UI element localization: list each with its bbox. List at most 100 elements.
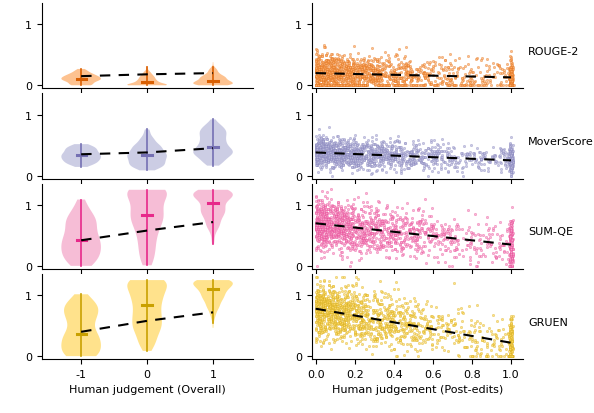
Point	[325, 309, 334, 316]
Point	[393, 81, 403, 87]
Point	[505, 353, 514, 360]
Point	[369, 164, 378, 170]
Point	[339, 305, 349, 312]
Point	[448, 156, 458, 163]
Point	[338, 323, 347, 329]
Point	[333, 199, 342, 206]
Point	[312, 83, 322, 89]
Point	[388, 153, 397, 160]
Point	[393, 144, 402, 151]
Point	[506, 347, 516, 353]
Point	[312, 294, 321, 301]
Point	[376, 148, 386, 155]
Point	[376, 83, 386, 89]
Point	[326, 58, 336, 65]
Point	[321, 237, 330, 243]
Point	[419, 62, 429, 68]
Point	[444, 151, 454, 158]
Point	[336, 302, 345, 309]
Point	[314, 76, 324, 82]
Point	[340, 230, 349, 236]
Point	[375, 150, 385, 157]
Point	[372, 249, 382, 256]
Point	[321, 62, 330, 69]
Point	[336, 302, 345, 309]
Point	[326, 74, 335, 81]
Point	[319, 78, 328, 85]
Point	[333, 66, 343, 73]
Point	[330, 208, 340, 214]
Point	[327, 76, 337, 82]
Point	[507, 151, 516, 157]
Point	[351, 72, 361, 78]
Point	[318, 321, 328, 328]
Point	[327, 207, 337, 214]
Point	[426, 303, 435, 310]
Point	[311, 156, 321, 163]
Point	[507, 249, 516, 255]
Point	[338, 229, 347, 236]
Point	[424, 156, 433, 163]
Point	[357, 74, 366, 81]
Point	[405, 157, 414, 163]
Point	[447, 227, 457, 234]
Point	[315, 149, 324, 156]
Point	[312, 147, 321, 154]
Point	[350, 74, 360, 81]
Point	[489, 71, 499, 78]
Point	[328, 147, 337, 154]
Point	[365, 65, 374, 72]
Point	[326, 218, 336, 225]
Point	[506, 76, 516, 83]
Point	[396, 214, 405, 221]
Point	[349, 62, 358, 69]
Point	[350, 329, 360, 335]
Point	[418, 243, 428, 250]
Point	[398, 76, 407, 82]
Point	[317, 217, 327, 224]
Point	[361, 83, 370, 89]
Point	[507, 237, 516, 244]
Point	[345, 306, 355, 313]
Point	[326, 214, 336, 221]
Point	[347, 83, 356, 89]
Point	[368, 306, 378, 313]
Point	[476, 156, 485, 163]
Point	[349, 225, 358, 232]
Point	[506, 223, 516, 229]
Point	[381, 147, 391, 153]
Point	[505, 76, 514, 83]
Point	[373, 144, 383, 151]
Point	[431, 78, 440, 85]
Point	[312, 58, 321, 64]
Point	[380, 140, 389, 147]
Point	[318, 233, 328, 240]
Point	[334, 55, 343, 62]
Point	[463, 152, 473, 158]
Point	[507, 219, 517, 226]
Point	[446, 249, 455, 255]
Point	[399, 79, 408, 85]
Point	[384, 323, 393, 330]
Point	[315, 292, 324, 298]
Point	[386, 325, 396, 331]
Point	[381, 206, 391, 212]
Point	[427, 151, 437, 158]
Point	[325, 77, 334, 83]
Point	[332, 227, 342, 233]
Point	[312, 322, 322, 328]
Point	[312, 222, 321, 228]
Point	[323, 69, 332, 75]
Point	[321, 71, 331, 78]
Point	[327, 55, 336, 62]
Point	[506, 66, 516, 72]
Point	[507, 75, 517, 82]
Point	[428, 161, 438, 168]
Point	[324, 150, 334, 157]
Point	[412, 147, 421, 154]
Point	[321, 134, 331, 141]
Point	[351, 153, 361, 159]
Point	[315, 284, 325, 290]
Point	[394, 71, 404, 78]
Point	[354, 234, 364, 240]
